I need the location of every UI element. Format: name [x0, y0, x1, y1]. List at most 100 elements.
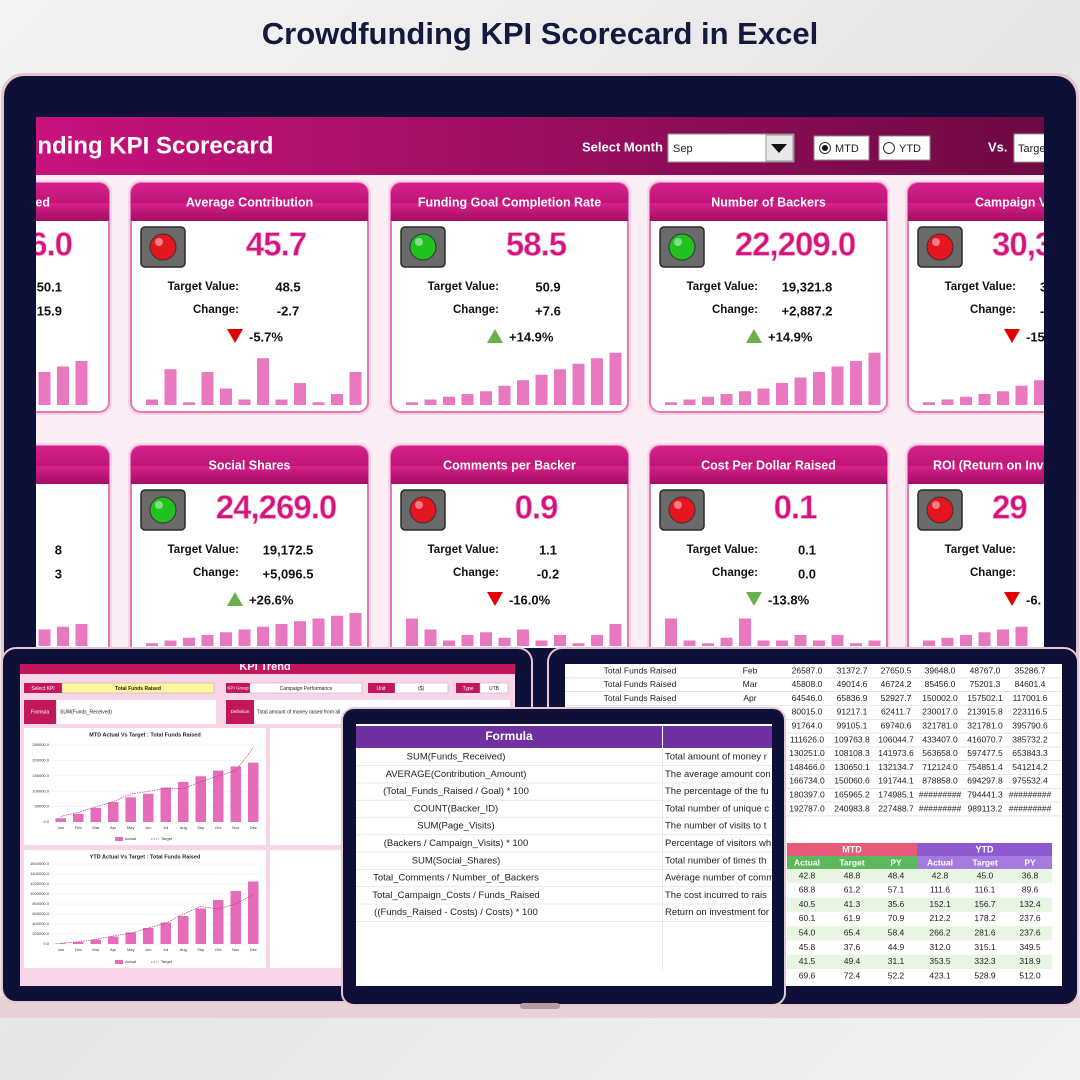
spark-bar	[443, 640, 455, 646]
unit-value: ($)	[418, 686, 424, 692]
formula-cell: (Total_Funds_Raised / Goal) * 100	[383, 786, 529, 797]
description-cell: The cost incurred to rais	[665, 890, 767, 901]
table-cell: 48.8	[844, 870, 861, 880]
card-header	[131, 203, 368, 221]
change-value: +5,096.5	[263, 566, 314, 581]
legend-label: Target	[161, 836, 173, 841]
type-value: UTB	[489, 686, 500, 692]
x-tick-label: Sep	[197, 825, 205, 830]
spark-bar	[609, 352, 622, 405]
vs-value: Targe	[1018, 143, 1046, 155]
formula-value: SUM(Funds_Received)	[60, 709, 112, 715]
spark-bar	[609, 624, 622, 646]
table-cell: 281.6	[974, 927, 996, 937]
table-cell: 395790.6	[1012, 720, 1048, 730]
card-title: Funding Goal Completion Rate	[418, 195, 601, 209]
dropdown-arrow	[771, 144, 787, 153]
bar	[55, 818, 66, 822]
kpi-select[interactable]	[61, 682, 215, 694]
bar	[230, 891, 241, 944]
change-arrow	[1004, 329, 1020, 343]
month-value: Sep	[673, 143, 693, 155]
change-label: Change:	[970, 567, 1016, 579]
spark-bar	[702, 643, 714, 646]
y-tick-label: 1400000.0	[30, 871, 50, 876]
y-tick-label: 150000.0	[32, 773, 49, 778]
change-label: Change:	[453, 304, 499, 316]
target-label: Target Value:	[168, 544, 239, 556]
y-tick-label: 50000.0	[35, 804, 50, 809]
light-highlight	[155, 238, 163, 246]
light-highlight	[415, 501, 423, 509]
ytd-radio[interactable]	[883, 142, 895, 154]
table-cell: 353.5	[929, 956, 951, 966]
change-label: Change:	[193, 304, 239, 316]
spark-bar	[517, 629, 529, 646]
spark-bar	[331, 394, 343, 405]
spark-bar	[312, 402, 325, 405]
spark-bar	[38, 372, 51, 405]
bar	[108, 936, 119, 944]
table-cell: Total Funds Raised	[604, 679, 677, 689]
table-cell: 150002.0	[922, 693, 958, 703]
spark-bar	[1015, 626, 1028, 646]
kpi-value: 45.7	[246, 226, 306, 263]
table-cell: 180397.0	[789, 789, 825, 799]
status-light	[149, 496, 177, 524]
kpi-value: 29	[992, 489, 1027, 526]
spark-bar	[535, 374, 548, 405]
spark-bar	[776, 640, 788, 646]
spark-bar	[720, 637, 733, 646]
spark-bar	[850, 643, 862, 646]
row-bg	[787, 926, 1052, 941]
change-arrow	[1004, 592, 1020, 606]
spark-bar	[164, 369, 177, 405]
change-arrow	[487, 592, 503, 606]
table-cell: 240983.8	[834, 803, 870, 813]
card-header	[650, 466, 887, 484]
spark-bar	[257, 626, 269, 646]
bar	[213, 770, 224, 822]
card-header	[131, 466, 368, 484]
card-header	[391, 203, 628, 221]
unit-label: Unit	[377, 686, 387, 692]
spark-bar	[923, 640, 935, 646]
spark-bar	[978, 394, 991, 405]
spark-bar	[294, 621, 306, 646]
definition-value: Total amount of money raised from all	[257, 709, 340, 715]
table-cell: 41.3	[844, 899, 861, 909]
bar	[248, 881, 259, 944]
table-cell: Apr	[743, 693, 756, 703]
status-light	[409, 233, 437, 261]
formula-cell: SUM(Social_Shares)	[412, 855, 501, 866]
spark-bar	[535, 640, 548, 646]
change-value: 0.0	[798, 566, 816, 581]
table-cell: 31.1	[888, 956, 905, 966]
group-label: YTD	[976, 844, 995, 854]
table-cell: 423.1	[929, 970, 951, 980]
spark-bar	[257, 358, 269, 405]
target-value: 50.9	[535, 279, 560, 294]
status-light	[409, 496, 437, 524]
bar	[73, 813, 84, 822]
status-light	[926, 496, 954, 524]
table-cell: 62411.7	[881, 707, 911, 717]
spark-bar	[1034, 380, 1044, 405]
target-line	[60, 894, 254, 944]
table-cell: 165965.2	[834, 789, 870, 799]
vs-dropdown[interactable]	[1013, 133, 1054, 163]
spark-bar	[757, 640, 770, 646]
table-cell: 109763.8	[834, 734, 870, 744]
x-tick-label: Feb	[75, 947, 83, 952]
y-tick-label: 0.0	[43, 941, 49, 946]
spark-bar	[554, 635, 566, 646]
description-cell: Total amount of money r	[665, 752, 767, 763]
bar	[178, 781, 189, 822]
label-box	[226, 700, 254, 724]
spark-bar	[720, 394, 733, 405]
group-label: MTD	[842, 844, 862, 854]
y-tick-label: 1600000.0	[30, 861, 50, 866]
value-box	[249, 682, 363, 694]
status-light	[668, 233, 696, 261]
y-tick-label: 400000.0	[32, 921, 49, 926]
